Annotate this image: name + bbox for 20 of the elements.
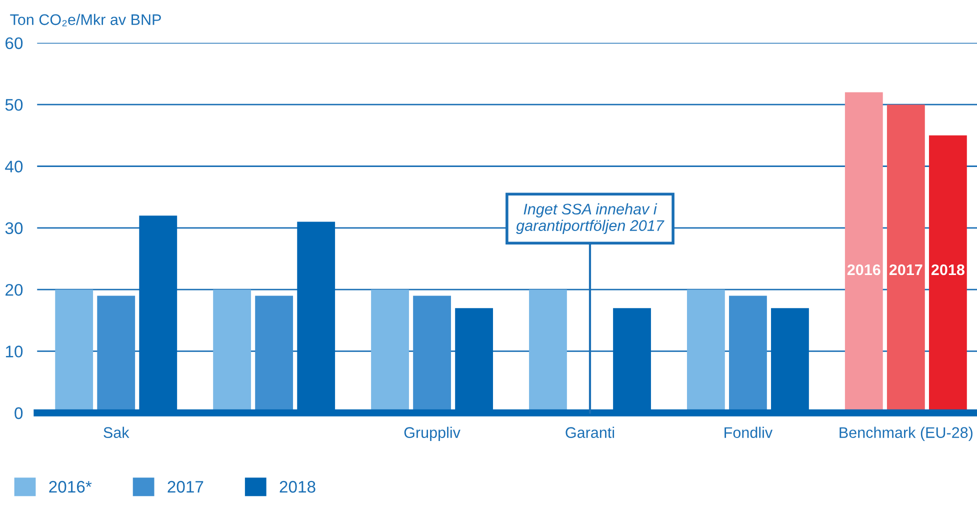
y-tick-label: 40 <box>5 160 23 172</box>
x-tick-label: Garanti <box>566 426 614 438</box>
x-tick-label: Sak <box>104 426 130 438</box>
y-tick-label: 30 <box>5 222 23 234</box>
annotation: Inget SSA innehav i garantiportföljen 2017 <box>516 203 664 234</box>
x-tick-label: Benchmark (EU-28) <box>840 426 972 442</box>
x-tick-label: Fondliv <box>724 426 773 438</box>
legend-label: 2016* <box>49 480 92 493</box>
y-tick-label: 20 <box>6 284 23 296</box>
y-tick-label: 10 <box>6 346 23 358</box>
y-tick-label: 60 <box>6 37 23 50</box>
x-tick-label: Gruppliv <box>404 426 460 442</box>
annotation: 2017 <box>889 264 922 276</box>
y-tick-label: 50 <box>5 98 23 111</box>
annotation: 2018 <box>931 264 964 276</box>
legend-label: 2018 <box>280 480 316 493</box>
y-tick-label: 0 <box>14 407 23 420</box>
legend-label: 2017 <box>168 480 204 493</box>
annotation: 2016 <box>847 264 880 276</box>
y-axis-title: Ton CO₂e/Mkr av BNP <box>10 14 161 26</box>
